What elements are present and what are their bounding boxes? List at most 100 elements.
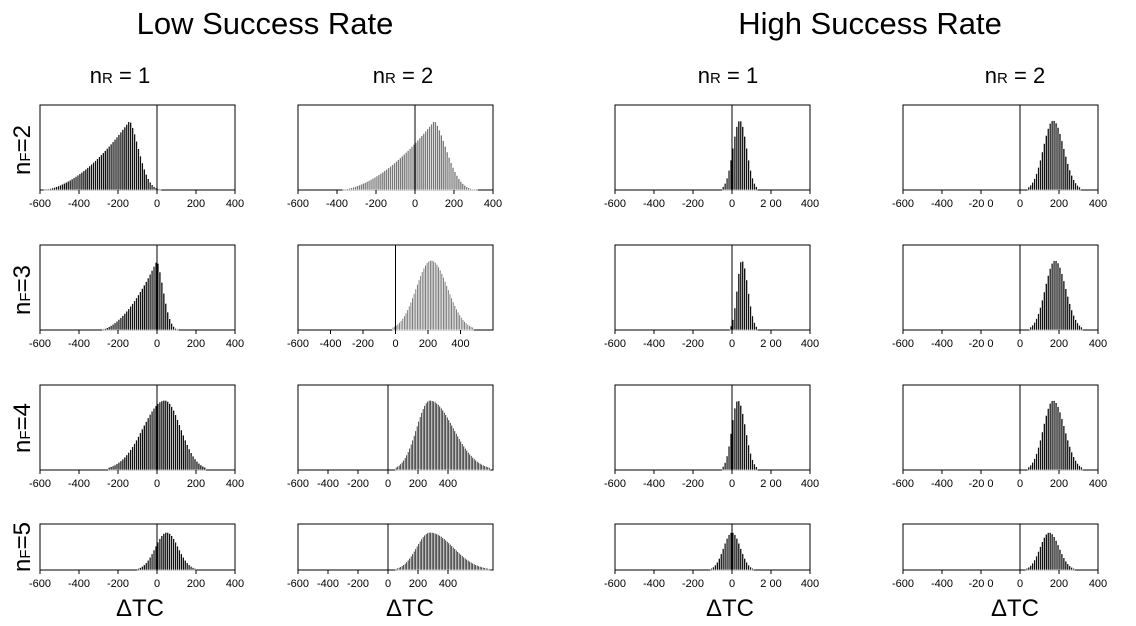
x-tick-label: 200 (419, 338, 437, 350)
x-tick-label: 400 (439, 578, 457, 590)
x-tick-label: -600 (892, 578, 914, 590)
x-tick-label: -20 0 (968, 478, 993, 490)
x-tick-label: -400 (643, 578, 665, 590)
x-tick-label: -600 (29, 198, 51, 210)
x-tick-label: 0 (154, 578, 160, 590)
x-tick-label: 400 (801, 478, 819, 490)
x-axis-label-1: ΔTC (116, 595, 164, 622)
histogram-panel: -600 -400 -20 0 0 200 400 (892, 244, 1107, 350)
x-tick-label: 200 (187, 338, 205, 350)
x-tick-label: -200 (107, 578, 129, 590)
column-label-2: nR = 2 (373, 63, 433, 88)
histogram-bar (488, 568, 491, 571)
x-tick-label: 400 (1089, 338, 1107, 350)
plot-frame (902, 384, 1099, 471)
x-axis-label-4: ΔTC (991, 595, 1039, 622)
histogram-panel: -600 -400 -20 0 0 200 400 (892, 523, 1107, 590)
row-label-nf4: nF=4 (9, 403, 36, 453)
x-tick-label: 400 (451, 338, 469, 350)
column-label-4: nR = 2 (985, 63, 1045, 88)
x-tick-label: -400 (68, 578, 90, 590)
plot-frame (902, 244, 1099, 331)
x-axis-label-2: ΔTC (386, 595, 434, 622)
row-label-nf5: nF=5 (9, 522, 36, 572)
x-tick-label: 0 (1017, 198, 1023, 210)
x-tick-label: 200 (1050, 578, 1068, 590)
x-tick-label: -400 (931, 198, 953, 210)
x-tick-label: -400 (643, 478, 665, 490)
x-tick-label: 0 (154, 478, 160, 490)
x-tick-label: -200 (352, 338, 374, 350)
x-tick-label: -400 (317, 478, 339, 490)
x-tick-label: 0 (385, 478, 391, 490)
histogram-bar (488, 467, 491, 471)
x-tick-label: -600 (287, 578, 309, 590)
x-tick-label: -20 0 (968, 198, 993, 210)
x-tick-label: 400 (801, 338, 819, 350)
x-tick-label: 400 (226, 338, 244, 350)
x-tick-label: -600 (287, 338, 309, 350)
histogram-bar (1080, 466, 1083, 471)
x-tick-label: 0 (154, 198, 160, 210)
histogram-bar (158, 188, 162, 191)
histogram-bar (1080, 326, 1083, 331)
histogram-bar (1078, 186, 1081, 191)
x-tick-label: 400 (1089, 198, 1107, 210)
x-tick-label: -400 (931, 338, 953, 350)
row-label-nf2: nF=2 (9, 125, 36, 175)
histogram-panel: -600 -400 -200 0 2 00 400 (604, 523, 819, 590)
x-tick-label: 2 00 (760, 578, 781, 590)
x-tick-label: 200 (1050, 198, 1068, 210)
histogram-bar (193, 568, 197, 571)
x-tick-label: -600 (892, 198, 914, 210)
x-tick-label: -200 (682, 578, 704, 590)
plot-frame (902, 523, 1099, 571)
histogram-bar (755, 466, 758, 471)
x-tick-label: -600 (29, 478, 51, 490)
x-tick-label: -400 (931, 578, 953, 590)
x-tick-label: -600 (892, 478, 914, 490)
x-tick-label: -200 (347, 578, 369, 590)
x-tick-label: 200 (1050, 478, 1068, 490)
x-tick-label: 400 (1089, 478, 1107, 490)
histogram-panels: -600 -400 -200 0 200 400 -600 -400 -200 0 200 400 -6… (29, 104, 1107, 590)
histogram-panel: -600 -400 -20 0 0 200 400 (892, 384, 1107, 490)
histogram-panel: -600 -400 -200 0 2 00 400 (604, 104, 819, 210)
x-tick-label: 200 (187, 198, 205, 210)
x-tick-label: -400 (326, 198, 348, 210)
x-tick-label: 0 (729, 478, 735, 490)
x-tick-label: 0 (1017, 338, 1023, 350)
x-tick-label: 0 (154, 338, 160, 350)
histogram-bar (755, 186, 758, 191)
x-tick-label: 0 (729, 198, 735, 210)
histogram-bar (755, 326, 758, 331)
x-tick-label: 400 (1089, 578, 1107, 590)
x-tick-label: -600 (604, 478, 626, 490)
x-tick-label: -200 (107, 478, 129, 490)
histogram-panel: -600 -400 -200 0 2 00 400 (604, 244, 819, 350)
histogram-panel: -600 -400 -200 0 200 400 (287, 104, 502, 210)
row-label-nf3: nF=3 (9, 265, 36, 315)
column-label-3: nR = 1 (698, 63, 758, 88)
x-tick-label: -400 (68, 478, 90, 490)
x-tick-label: -200 (682, 478, 704, 490)
x-tick-label: 2 00 (760, 198, 781, 210)
histogram-bar (471, 327, 474, 331)
x-tick-label: -400 (68, 338, 90, 350)
x-tick-label: 0 (729, 578, 735, 590)
x-tick-label: -400 (643, 198, 665, 210)
x-tick-label: -200 (682, 338, 704, 350)
x-tick-label: 200 (409, 578, 427, 590)
histogram-panel: -600 -400 -200 0 2 00 400 (604, 384, 819, 490)
x-tick-label: -200 (347, 478, 369, 490)
group-title-low: Low Success Rate (137, 6, 394, 41)
x-tick-label: -600 (604, 338, 626, 350)
x-tick-label: -200 (682, 198, 704, 210)
histogram-bar (176, 328, 179, 331)
histogram-panel: -600 -400 -200 0 200 400 (29, 384, 244, 490)
histogram-bar (475, 188, 478, 191)
x-tick-label: 400 (226, 198, 244, 210)
x-tick-label: -20 0 (968, 578, 993, 590)
x-tick-label: -200 (107, 198, 129, 210)
